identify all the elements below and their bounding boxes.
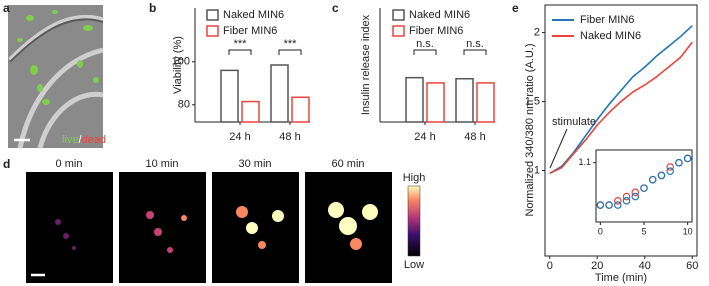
point	[683, 154, 692, 163]
point	[666, 163, 674, 171]
stain-live: live	[62, 134, 79, 146]
legend-label: Naked MIN6	[223, 9, 284, 21]
annotation: n.s.	[466, 38, 484, 50]
bar	[241, 100, 260, 123]
annotation: ***	[234, 38, 248, 50]
y-tick-label: 100	[172, 56, 190, 68]
legend-label: Fiber MIN6	[223, 25, 277, 37]
time-label: 10 min	[145, 158, 178, 170]
bar	[455, 77, 474, 123]
point	[596, 201, 605, 209]
legend-swatch	[206, 9, 219, 21]
panel-label: e	[512, 1, 519, 15]
legend-swatch	[392, 25, 405, 37]
annotation: stimulate	[552, 116, 596, 128]
panel-label: b	[149, 1, 156, 15]
x-tick-label: 10	[683, 226, 693, 236]
bar	[220, 69, 239, 123]
colorbar-high: High	[403, 172, 426, 184]
point	[666, 167, 674, 175]
point	[631, 188, 640, 197]
panel-label: c	[332, 1, 339, 15]
time-label: 0 min	[56, 158, 83, 170]
stain-slash: /	[79, 134, 83, 146]
y-axis-label: Normalized 340/380 nm ratio (A.U.)	[524, 43, 536, 216]
point	[614, 197, 622, 205]
bar	[426, 82, 445, 123]
x-tick-label: 60	[686, 260, 698, 272]
y-axis-label: Insulin release index	[360, 14, 372, 115]
point	[648, 175, 657, 184]
legend-label: Naked MIN6	[580, 30, 641, 42]
significance-bracket	[228, 49, 252, 55]
x-tick-label: 5	[641, 226, 646, 236]
x-tick-label: 0	[547, 260, 553, 272]
y-tick-label: 1.1	[578, 157, 591, 167]
inset-frame	[595, 149, 693, 223]
micrograph	[8, 5, 104, 149]
significance-bracket	[278, 49, 302, 55]
bar	[476, 82, 495, 123]
legend-label: Fiber MIN6	[580, 14, 634, 26]
x-tick-label: 24 h	[229, 131, 250, 143]
point	[675, 158, 683, 167]
panel-label: a	[3, 1, 10, 15]
y-tick-label: 1.5	[525, 95, 540, 107]
line-series	[549, 25, 693, 174]
legend-swatch	[392, 9, 405, 21]
x-tick-label: 0	[598, 226, 603, 236]
bar	[270, 64, 289, 123]
bar	[291, 96, 310, 123]
point	[614, 201, 622, 209]
point	[622, 197, 631, 205]
x-tick-label: 48 h	[464, 131, 485, 143]
x-tick-label: 40	[639, 260, 651, 272]
annotation: n.s.	[416, 38, 434, 50]
x-tick-label: 48 h	[279, 131, 300, 143]
legend-swatch	[206, 25, 219, 37]
time-label: 60 min	[331, 158, 364, 170]
y-tick-label: 2	[534, 26, 540, 38]
y-tick-label: 1	[534, 164, 540, 176]
axes-frame	[544, 4, 698, 257]
significance-bracket	[413, 49, 437, 55]
line-series	[549, 41, 693, 175]
stain-label: live/dead	[62, 134, 106, 146]
point	[657, 171, 666, 180]
annotation: ***	[284, 38, 298, 50]
time-label: 30 min	[238, 158, 271, 170]
y-axis-label: Viability (%)	[172, 36, 184, 94]
point	[605, 201, 613, 209]
legend-label: Fiber MIN6	[409, 25, 463, 37]
x-tick-label: 20	[591, 260, 603, 272]
significance-bracket	[463, 49, 487, 55]
point	[640, 184, 648, 192]
calcium-images	[26, 172, 421, 283]
panel-label: d	[3, 157, 10, 171]
x-tick-label: 24 h	[414, 131, 435, 143]
y-tick-label: 80	[178, 99, 190, 111]
annotation-arrow	[549, 128, 568, 169]
colorbar-low: Low	[404, 259, 424, 271]
legend-label: Naked MIN6	[409, 9, 470, 21]
point	[631, 192, 640, 201]
bar	[405, 76, 424, 123]
stain-dead: dead	[82, 134, 106, 146]
x-axis-label: Time (min)	[595, 272, 647, 284]
point	[622, 192, 631, 201]
